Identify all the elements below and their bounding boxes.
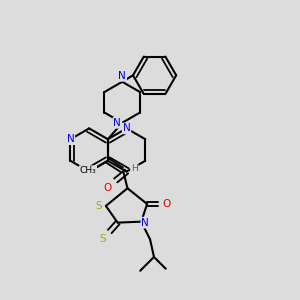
Text: N: N [118,71,126,81]
Text: O: O [163,199,171,209]
Text: N: N [123,123,130,134]
Text: S: S [96,201,102,211]
Text: CH₃: CH₃ [80,166,96,175]
Text: S: S [100,234,106,244]
Text: N: N [141,218,149,228]
Text: N: N [113,118,121,128]
Text: O: O [104,183,112,193]
Text: H: H [131,164,138,173]
Text: N: N [67,134,74,144]
